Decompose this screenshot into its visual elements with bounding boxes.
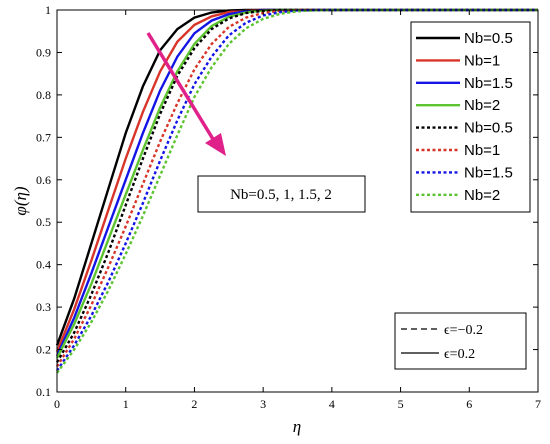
y-tick-label: 0.3 bbox=[36, 300, 51, 314]
legend bbox=[410, 21, 531, 213]
legend-epsilon bbox=[394, 312, 527, 370]
y-tick-label: 0.7 bbox=[36, 130, 51, 144]
legend-label: Nb=0.5 bbox=[464, 30, 513, 47]
y-tick-label: 0.8 bbox=[36, 88, 51, 102]
x-tick-label: 0 bbox=[54, 397, 60, 411]
legend-epsilon-label: ϵ=−0.2 bbox=[444, 323, 483, 338]
legend-label: Nb=1.5 bbox=[464, 164, 513, 181]
x-tick-label: 2 bbox=[191, 397, 197, 411]
arrow-head bbox=[205, 133, 226, 156]
legend-label: Nb=1.5 bbox=[464, 75, 513, 92]
legend-label: Nb=2 bbox=[464, 97, 500, 114]
x-axis-label: η bbox=[293, 417, 301, 436]
legend-label: Nb=1 bbox=[464, 52, 500, 69]
legend-label: Nb=0.5 bbox=[464, 120, 513, 137]
x-axis: 0 1 2 3 4 5 6 7 bbox=[54, 10, 541, 411]
annotation-box bbox=[197, 175, 366, 213]
y-tick-label: 0.9 bbox=[36, 45, 51, 59]
legend-epsilon-label: ϵ=0.2 bbox=[444, 347, 475, 362]
x-tick-label: 4 bbox=[329, 397, 335, 411]
y-tick-label: 0.4 bbox=[36, 258, 51, 272]
legend-label: Nb=2 bbox=[464, 187, 500, 204]
y-tick-label: 0.6 bbox=[36, 173, 51, 187]
y-tick-label: 0.1 bbox=[36, 385, 51, 399]
annotation-arrow bbox=[146, 32, 226, 156]
x-tick-label: 1 bbox=[123, 397, 129, 411]
y-tick-label: 0.2 bbox=[36, 343, 51, 357]
y-tick-label: 0.5 bbox=[36, 215, 51, 229]
y-axis: 0.1 0.2 0.3 0.4 0.5 0.6 0.7 0.8 0.9 1 bbox=[36, 3, 538, 399]
legend-label: Nb=1 bbox=[464, 142, 500, 159]
annotation-text: Nb=0.5, 1, 1.5, 2 bbox=[230, 187, 332, 203]
y-axis-label: φ(η) bbox=[11, 186, 30, 215]
legend-items: Nb=0.5 Nb=1 Nb=1.5 Nb=2 Nb=0.5 Nb=1 Nb=1.5 Nb=2 bbox=[416, 30, 513, 204]
plot-frame bbox=[56, 9, 539, 393]
x-tick-label: 5 bbox=[398, 397, 404, 411]
x-tick-label: 3 bbox=[260, 397, 266, 411]
x-tick-label: 7 bbox=[535, 397, 541, 411]
x-tick-label: 6 bbox=[466, 397, 472, 411]
legend-epsilon-items: ϵ=−0.2 ϵ=0.2 bbox=[401, 323, 483, 362]
y-tick-label: 1 bbox=[45, 3, 51, 17]
arrow-shaft bbox=[146, 32, 218, 145]
